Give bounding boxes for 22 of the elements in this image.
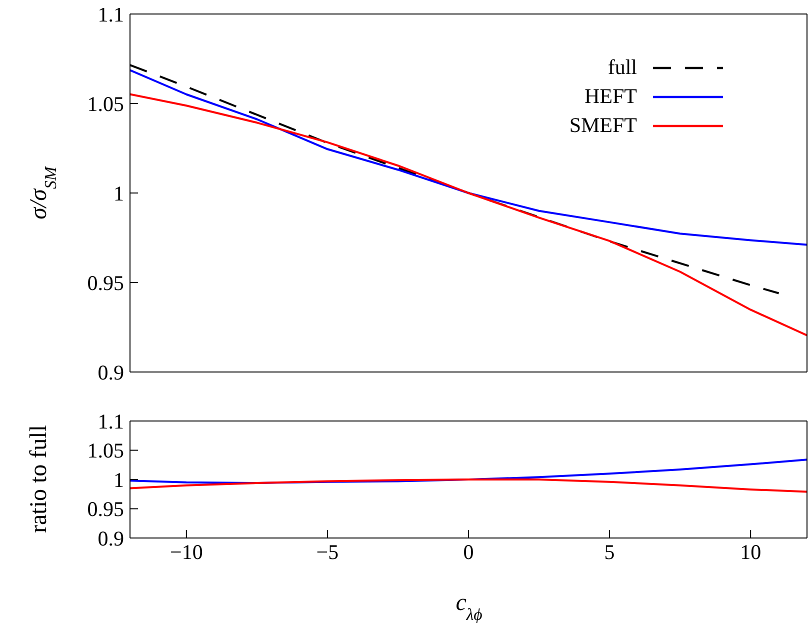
y-tick-label: 0.95 [87,497,124,522]
y-tick-label: 1.05 [87,438,124,463]
y-tick-label: 1 [114,181,124,206]
x-tick-label: 5 [604,540,615,564]
y-tick-label: 0.95 [87,270,124,295]
legend-label: full [608,55,637,80]
x-tick-label: −5 [316,540,339,564]
x-tick-label: 0 [463,540,474,564]
y-tick-label: 1.1 [98,2,124,26]
line-series [130,458,807,484]
y-tick-label: 1 [114,468,124,492]
y-tick-label: 0.9 [98,360,124,384]
y-axis-title: ratio to full [26,424,52,533]
y-tick-label: 1.1 [98,409,124,434]
x-tick-label: 10 [740,540,762,564]
x-axis-title: c$_{λϕ}$ [456,590,483,624]
legend-label: HEFT [584,84,637,109]
line-series [130,478,807,493]
y-tick-label: 0.9 [98,526,124,550]
legend-label: SMEFT [569,113,637,138]
y-tick-label: 1.05 [87,92,124,116]
x-tick-label: −10 [170,540,203,564]
